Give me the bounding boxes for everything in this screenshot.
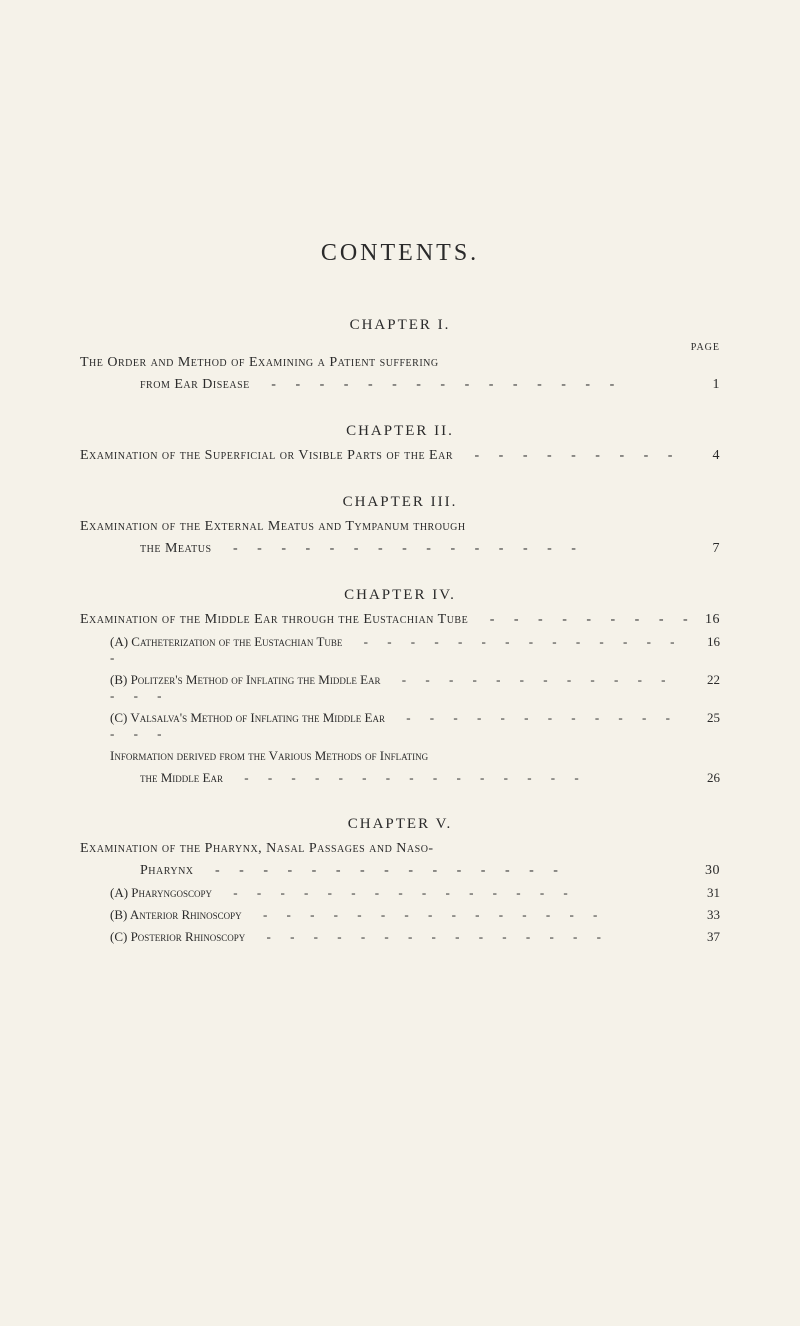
chapter-heading: CHAPTER IV. <box>80 587 720 604</box>
toc-page-number: 37 <box>690 929 720 945</box>
chapter-4-section: CHAPTER IV. Examination of the Middle Ea… <box>80 587 720 786</box>
toc-sub-entry: Information derived from the Various Met… <box>80 748 720 764</box>
toc-page-number: 4 <box>690 448 720 464</box>
toc-sub-entry: (B) Anterior Rhinoscopy 33 <box>80 907 720 923</box>
toc-entry: Examination of the External Meatus and T… <box>80 519 720 535</box>
toc-entry: Examination of the Pharynx, Nasal Passag… <box>80 841 720 857</box>
toc-entry: The Order and Method of Examining a Pati… <box>80 355 720 371</box>
chapter-heading: CHAPTER I. <box>80 317 720 334</box>
toc-sub-entry: (C) Valsalva's Method of Inflating the M… <box>80 710 720 742</box>
toc-sub-entry: (B) Politzer's Method of Inflating the M… <box>80 672 720 704</box>
chapter-heading: CHAPTER II. <box>80 423 720 440</box>
toc-text-line2: from Ear Disease <box>140 377 690 393</box>
toc-text: (A) Catheterization of the Eustachian Tu… <box>110 634 690 666</box>
toc-sub-entry-continuation: the Middle Ear 26 <box>80 770 720 786</box>
toc-text: (C) Valsalva's Method of Inflating the M… <box>110 710 690 742</box>
chapter-3-section: CHAPTER III. Examination of the External… <box>80 494 720 557</box>
toc-entry-continuation: Pharynx 30 <box>80 863 720 879</box>
toc-text-line1: Information derived from the Various Met… <box>110 748 428 764</box>
chapter-5-section: CHAPTER V. Examination of the Pharynx, N… <box>80 816 720 945</box>
toc-page-number: 26 <box>690 770 720 786</box>
toc-entry-continuation: from Ear Disease 1 <box>80 377 720 393</box>
toc-page-number: 16 <box>690 612 720 628</box>
page-label: PAGE <box>80 342 720 353</box>
toc-text: Examination of the Middle Ear through th… <box>80 612 690 628</box>
toc-page-number: 33 <box>690 907 720 923</box>
toc-text: (C) Posterior Rhinoscopy <box>110 929 690 945</box>
toc-sub-entry: (A) Pharyngoscopy 31 <box>80 885 720 901</box>
toc-sub-entry: (A) Catheterization of the Eustachian Tu… <box>80 634 720 666</box>
toc-page-number: 30 <box>690 863 720 879</box>
toc-page-number: 7 <box>690 541 720 557</box>
toc-page-number: 25 <box>690 710 720 726</box>
toc-text-line2: the Meatus <box>140 541 690 557</box>
chapter-1-section: CHAPTER I. PAGE The Order and Method of … <box>80 317 720 393</box>
toc-sub-entry: (C) Posterior Rhinoscopy 37 <box>80 929 720 945</box>
toc-entry-continuation: the Meatus 7 <box>80 541 720 557</box>
toc-text: (B) Politzer's Method of Inflating the M… <box>110 672 690 704</box>
toc-text-line1: Examination of the External Meatus and T… <box>80 519 466 535</box>
toc-text-line1: Examination of the Pharynx, Nasal Passag… <box>80 841 434 857</box>
toc-entry: Examination of the Superficial or Visibl… <box>80 448 720 464</box>
toc-text-line1: The Order and Method of Examining a Pati… <box>80 355 439 371</box>
toc-entry: Examination of the Middle Ear through th… <box>80 612 720 628</box>
toc-page-number: 16 <box>690 634 720 650</box>
toc-text: Examination of the Superficial or Visibl… <box>80 448 690 464</box>
chapter-2-section: CHAPTER II. Examination of the Superfici… <box>80 423 720 464</box>
toc-text-line2: Pharynx <box>140 863 690 879</box>
chapter-heading: CHAPTER III. <box>80 494 720 511</box>
contents-title: CONTENTS. <box>80 240 720 267</box>
toc-page-number: 22 <box>690 672 720 688</box>
toc-page-number: 31 <box>690 885 720 901</box>
toc-page-number: 1 <box>690 377 720 393</box>
toc-text-line2: the Middle Ear <box>140 770 690 786</box>
toc-text: (B) Anterior Rhinoscopy <box>110 907 690 923</box>
chapter-heading: CHAPTER V. <box>80 816 720 833</box>
toc-text: (A) Pharyngoscopy <box>110 885 690 901</box>
